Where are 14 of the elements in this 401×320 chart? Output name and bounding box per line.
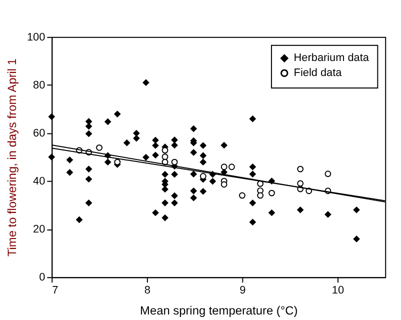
x-tick-label: 7 <box>52 284 58 297</box>
y-tick-label: 0 <box>39 272 46 284</box>
x-axis-title: Mean spring temperature (°C) <box>140 303 298 318</box>
y-tick-label: 100 <box>26 31 46 44</box>
legend-label: Field data <box>294 67 343 80</box>
y-tick-label: 20 <box>33 224 46 236</box>
x-tick-label: 10 <box>332 284 344 297</box>
legend-label: Herbarium data <box>294 52 370 64</box>
x-tick-label: 8 <box>144 284 150 297</box>
y-axis-title: Time to flowering, in days from April 1 <box>5 58 20 257</box>
y-tick-label: 80 <box>33 79 46 92</box>
y-tick-label: 60 <box>33 127 46 140</box>
y-tick-label: 40 <box>33 176 46 188</box>
x-tick-label: 9 <box>240 284 246 297</box>
